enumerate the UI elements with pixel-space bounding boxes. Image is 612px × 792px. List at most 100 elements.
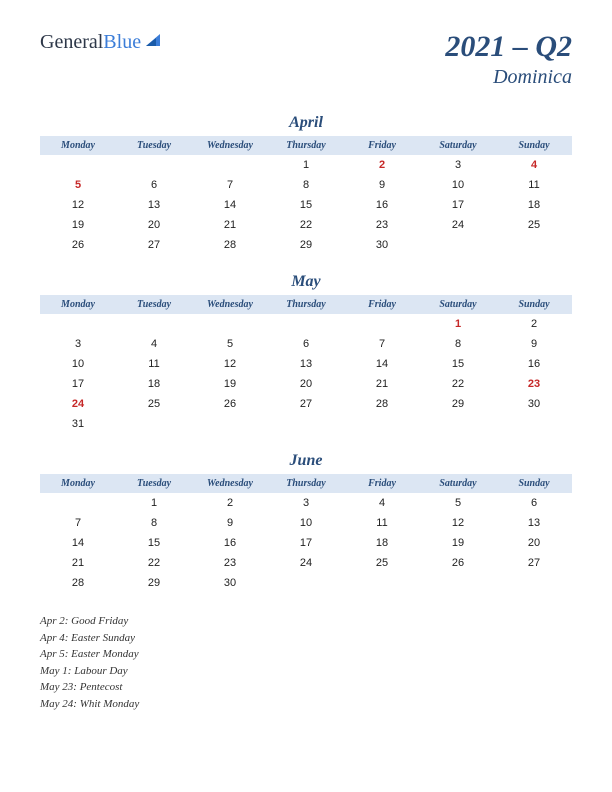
table-row: 24252627282930 — [40, 394, 572, 414]
day-cell: 7 — [192, 175, 268, 195]
day-cell — [40, 155, 116, 175]
table-row: 14151617181920 — [40, 533, 572, 553]
day-cell — [268, 414, 344, 434]
day-cell — [420, 573, 496, 593]
logo-text-blue: Blue — [103, 31, 141, 54]
day-cell: 11 — [344, 513, 420, 533]
day-header: Thursday — [268, 474, 344, 493]
day-cell — [116, 155, 192, 175]
day-cell: 15 — [116, 533, 192, 553]
table-row: 78910111213 — [40, 513, 572, 533]
day-cell: 28 — [192, 235, 268, 255]
day-cell: 30 — [344, 235, 420, 255]
day-cell: 15 — [420, 354, 496, 374]
table-row: 12131415161718 — [40, 195, 572, 215]
day-cell: 26 — [40, 235, 116, 255]
logo: GeneralBlue — [40, 30, 162, 54]
day-cell: 17 — [420, 195, 496, 215]
country-name: Dominica — [445, 66, 572, 89]
day-cell — [268, 314, 344, 334]
day-cell: 10 — [268, 513, 344, 533]
day-cell: 11 — [116, 354, 192, 374]
day-header: Tuesday — [116, 136, 192, 155]
table-row: 123456 — [40, 493, 572, 513]
day-header: Saturday — [420, 295, 496, 314]
day-cell: 22 — [420, 374, 496, 394]
day-header: Monday — [40, 136, 116, 155]
holiday-item: Apr 2: Good Friday — [40, 613, 572, 630]
day-cell: 5 — [420, 493, 496, 513]
header: GeneralBlue 2021 – Q2 Dominica — [40, 30, 572, 89]
table-row: 12 — [40, 314, 572, 334]
day-cell: 9 — [344, 175, 420, 195]
day-cell — [496, 414, 572, 434]
day-cell: 22 — [116, 553, 192, 573]
day-cell: 20 — [268, 374, 344, 394]
day-cell — [116, 314, 192, 334]
day-cell: 16 — [192, 533, 268, 553]
holiday-item: Apr 5: Easter Monday — [40, 646, 572, 663]
day-cell: 29 — [268, 235, 344, 255]
day-cell — [192, 414, 268, 434]
day-cell: 25 — [496, 215, 572, 235]
day-cell: 14 — [192, 195, 268, 215]
calendar-table: MondayTuesdayWednesdayThursdayFridaySatu… — [40, 295, 572, 434]
holiday-item: May 24: Whit Monday — [40, 696, 572, 713]
day-cell: 18 — [496, 195, 572, 215]
day-cell: 24 — [268, 553, 344, 573]
day-cell: 4 — [344, 493, 420, 513]
day-cell: 29 — [116, 573, 192, 593]
day-cell: 11 — [496, 175, 572, 195]
day-header: Monday — [40, 295, 116, 314]
table-row: 10111213141516 — [40, 354, 572, 374]
day-header: Wednesday — [192, 474, 268, 493]
day-cell: 21 — [40, 553, 116, 573]
day-header: Saturday — [420, 136, 496, 155]
day-cell: 26 — [192, 394, 268, 414]
day-header: Sunday — [496, 474, 572, 493]
day-cell: 30 — [192, 573, 268, 593]
day-cell: 8 — [116, 513, 192, 533]
title-block: 2021 – Q2 Dominica — [445, 30, 572, 89]
day-cell: 2 — [496, 314, 572, 334]
month-block: May MondayTuesdayWednesdayThursdayFridayS… — [40, 273, 572, 434]
day-cell: 10 — [420, 175, 496, 195]
table-row: 282930 — [40, 573, 572, 593]
day-cell: 14 — [344, 354, 420, 374]
logo-triangle-icon — [144, 30, 162, 54]
day-cell: 19 — [420, 533, 496, 553]
day-cell: 12 — [192, 354, 268, 374]
day-cell: 24 — [40, 394, 116, 414]
day-cell — [420, 235, 496, 255]
day-cell: 8 — [268, 175, 344, 195]
day-cell: 22 — [268, 215, 344, 235]
day-cell: 25 — [116, 394, 192, 414]
day-cell — [116, 414, 192, 434]
calendar-table: MondayTuesdayWednesdayThursdayFridaySatu… — [40, 474, 572, 593]
day-cell: 29 — [420, 394, 496, 414]
holiday-item: May 23: Pentecost — [40, 679, 572, 696]
day-cell: 7 — [344, 334, 420, 354]
day-cell: 20 — [116, 215, 192, 235]
day-cell: 1 — [116, 493, 192, 513]
day-cell: 23 — [344, 215, 420, 235]
table-row: 3456789 — [40, 334, 572, 354]
day-cell: 6 — [496, 493, 572, 513]
table-row: 1234 — [40, 155, 572, 175]
day-cell: 5 — [40, 175, 116, 195]
day-cell — [496, 235, 572, 255]
day-cell: 23 — [496, 374, 572, 394]
day-cell: 30 — [496, 394, 572, 414]
day-cell: 31 — [40, 414, 116, 434]
day-cell: 16 — [344, 195, 420, 215]
day-cell — [420, 414, 496, 434]
day-cell: 23 — [192, 553, 268, 573]
day-cell: 15 — [268, 195, 344, 215]
day-cell: 3 — [420, 155, 496, 175]
table-row: 31 — [40, 414, 572, 434]
month-block: JuneMondayTuesdayWednesdayThursdayFriday… — [40, 452, 572, 593]
month-name: May — [40, 273, 572, 291]
day-header: Saturday — [420, 474, 496, 493]
day-cell: 5 — [192, 334, 268, 354]
day-cell: 20 — [496, 533, 572, 553]
